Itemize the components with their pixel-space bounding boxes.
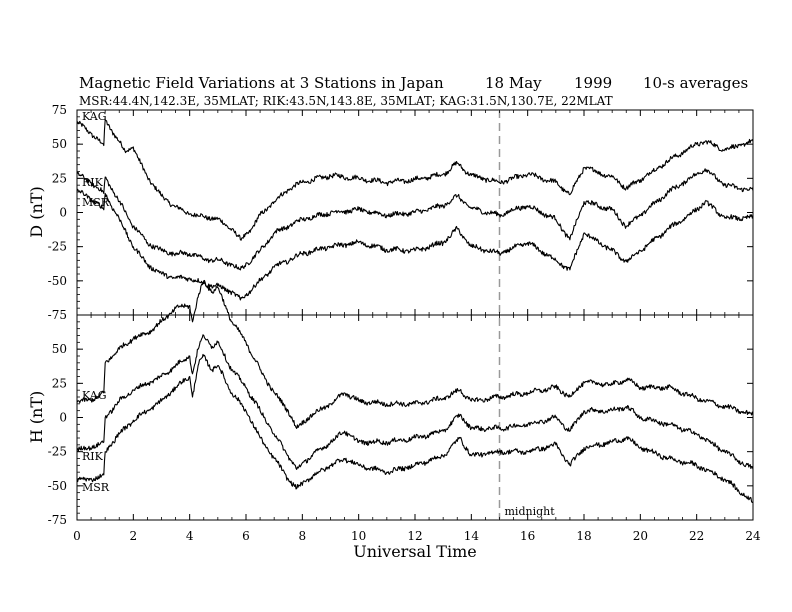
station-label-h-rik: RIK — [82, 450, 104, 463]
x-tick-label: 8 — [299, 529, 307, 543]
y-tick-label-h: 25 — [52, 376, 67, 390]
series-h-msr — [76, 353, 754, 503]
station-label-h-kag: KAG — [82, 389, 107, 402]
station-label-h-msr: MSR — [82, 481, 110, 494]
y-tick-label-h: 0 — [59, 411, 67, 425]
x-tick-label: 6 — [242, 529, 250, 543]
x-tick-label: 2 — [130, 529, 138, 543]
series-d-msr — [76, 188, 754, 301]
x-tick-label: 20 — [633, 529, 648, 543]
series-h-rik — [76, 334, 754, 470]
x-tick-label: 4 — [186, 529, 194, 543]
station-label-d-kag: KAG — [82, 110, 107, 123]
series-d-kag — [76, 119, 754, 241]
series-d-rik — [76, 168, 754, 271]
y-tick-label-d: -50 — [48, 274, 67, 288]
station-coordinates: MSR:44.4N,142.3E, 35MLAT; RIK:43.5N,143.… — [79, 94, 613, 108]
y-tick-label-d: -75 — [48, 308, 67, 322]
y-tick-label-h: -50 — [48, 479, 67, 493]
y-axis-label-h: H (nT) — [27, 391, 46, 444]
x-tick-label: 0 — [73, 529, 81, 543]
chart-averaging: 10-s averages — [643, 74, 748, 92]
y-tick-label-h: 50 — [52, 342, 67, 356]
y-tick-label-h: -25 — [48, 445, 67, 459]
y-tick-label-d: -25 — [48, 240, 67, 254]
y-tick-label-d: 50 — [52, 137, 67, 151]
x-tick-label: 22 — [689, 529, 704, 543]
y-tick-label-d: 75 — [52, 103, 67, 117]
midnight-label: midnight — [505, 505, 556, 518]
x-tick-label: 18 — [576, 529, 591, 543]
series-lines — [76, 119, 754, 503]
y-tick-label-d: 0 — [59, 206, 67, 220]
station-label-d-msr: MSR — [82, 196, 110, 209]
x-axis-label: Universal Time — [353, 542, 476, 561]
x-tick-label: 24 — [745, 529, 761, 543]
chart-title: Magnetic Field Variations at 3 Stations … — [79, 74, 444, 92]
station-labels: KAG RIK MSR KAG RIK MSR — [82, 110, 110, 494]
station-label-d-rik: RIK — [82, 176, 104, 189]
y-axis-label-d: D (nT) — [27, 186, 46, 237]
x-tick-label: 12 — [407, 529, 422, 543]
series-h-kag — [76, 279, 754, 429]
chart-date: 18 May — [485, 74, 542, 92]
chart-year: 1999 — [574, 74, 612, 92]
panel-frame-h — [76, 314, 754, 521]
y-tick-label-h: -75 — [48, 513, 67, 527]
y-tick-label-d: 25 — [52, 171, 67, 185]
x-tick-label: 10 — [351, 529, 366, 543]
x-tick-label: 14 — [464, 529, 480, 543]
x-tick-label: 16 — [520, 529, 535, 543]
